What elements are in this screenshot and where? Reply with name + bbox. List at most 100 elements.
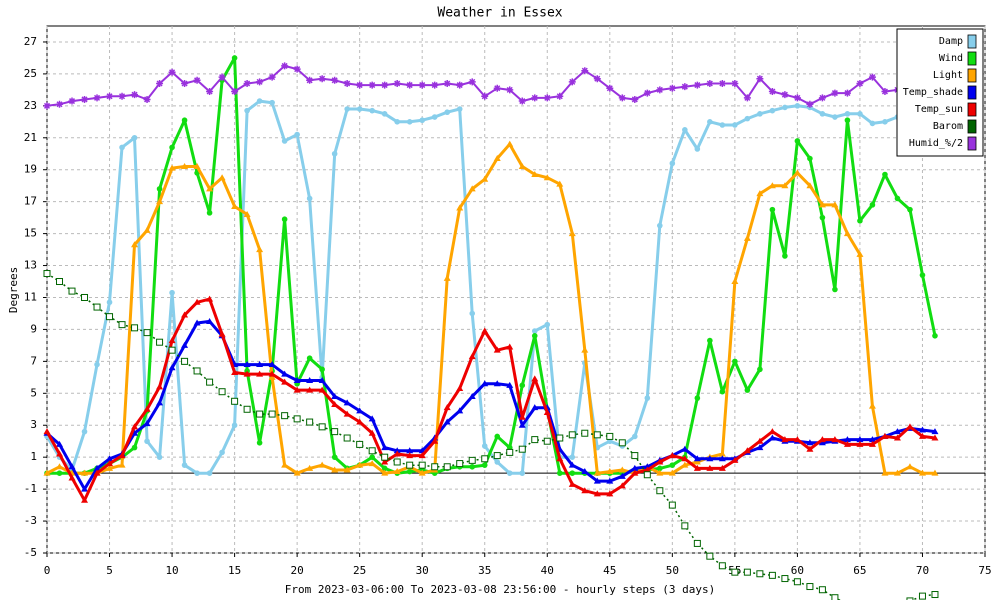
data-point	[818, 201, 826, 208]
y-tick-label: 25	[24, 67, 37, 80]
data-point	[744, 387, 751, 393]
data-point	[456, 204, 464, 211]
data-point	[819, 111, 826, 117]
data-point	[356, 407, 364, 414]
data-point	[606, 468, 614, 475]
data-point	[293, 386, 301, 393]
data-point	[768, 428, 776, 435]
data-point	[56, 470, 63, 476]
data-point	[869, 202, 876, 208]
data-point	[131, 423, 139, 430]
data-point	[218, 73, 226, 81]
data-point	[656, 86, 664, 94]
data-point	[669, 462, 676, 468]
data-point	[657, 465, 663, 472]
data-point	[406, 468, 413, 475]
data-point	[681, 461, 689, 468]
data-point	[731, 79, 739, 87]
data-point	[356, 81, 364, 89]
data-point	[56, 100, 64, 108]
data-point	[156, 198, 164, 205]
data-point	[506, 86, 514, 94]
data-point	[781, 182, 789, 189]
data-point	[181, 311, 189, 318]
data-point	[206, 87, 214, 95]
data-point	[456, 460, 464, 468]
data-point	[169, 289, 175, 296]
legend-label: Temp_shade	[903, 87, 963, 98]
data-point	[656, 469, 664, 476]
x-tick-label: 40	[541, 564, 554, 577]
data-point	[568, 461, 576, 468]
data-point	[543, 408, 551, 415]
data-point	[118, 92, 126, 100]
data-point	[281, 378, 289, 385]
data-point	[469, 310, 476, 317]
data-point	[843, 230, 851, 237]
data-point	[68, 97, 76, 105]
data-point	[643, 471, 651, 479]
data-point	[581, 487, 589, 494]
data-point	[519, 382, 526, 389]
data-point	[193, 298, 201, 305]
data-point	[481, 462, 488, 468]
data-point	[443, 79, 451, 87]
data-point	[106, 464, 114, 471]
data-point	[431, 114, 438, 120]
data-point	[331, 454, 338, 460]
data-point	[543, 437, 551, 445]
data-point	[631, 464, 639, 471]
data-point	[81, 485, 89, 492]
data-point	[518, 413, 526, 420]
data-point	[443, 418, 451, 425]
data-point	[756, 570, 764, 578]
legend-label: Light	[933, 70, 963, 81]
data-point	[481, 380, 489, 387]
data-point	[393, 450, 401, 457]
data-point	[106, 313, 114, 321]
data-point	[844, 111, 851, 117]
data-point	[768, 87, 776, 95]
data-point	[93, 469, 101, 476]
data-point	[206, 295, 214, 302]
data-point	[756, 437, 764, 444]
data-point	[556, 434, 564, 442]
data-point	[581, 67, 589, 75]
data-point	[143, 405, 151, 412]
data-point	[768, 571, 776, 579]
data-point	[206, 210, 213, 216]
data-point	[68, 474, 76, 481]
data-point	[743, 234, 751, 241]
data-point	[831, 594, 839, 600]
data-point	[144, 438, 150, 445]
legend-label: Humid_%/2	[909, 138, 963, 149]
data-point	[219, 449, 225, 456]
data-point	[518, 445, 526, 453]
data-point	[356, 461, 364, 468]
data-point	[906, 597, 914, 600]
legend-swatch	[967, 136, 977, 151]
data-point	[381, 458, 389, 465]
data-point	[593, 469, 601, 476]
data-point	[331, 150, 338, 157]
data-point	[231, 55, 238, 61]
y-tick-label: 19	[24, 163, 37, 176]
data-point	[643, 89, 651, 97]
data-point	[68, 287, 76, 295]
series	[43, 295, 939, 503]
data-point	[682, 127, 688, 133]
data-point	[218, 174, 226, 181]
data-point	[556, 180, 564, 187]
data-point	[893, 428, 901, 435]
data-point	[143, 226, 151, 233]
chart-title: Weather in Essex	[437, 6, 562, 21]
data-point	[456, 81, 464, 89]
data-point	[431, 81, 439, 89]
data-point	[756, 75, 764, 83]
data-point	[206, 470, 213, 476]
data-point	[343, 466, 351, 473]
data-point	[531, 436, 539, 444]
data-point	[268, 370, 276, 377]
data-point	[531, 333, 538, 339]
